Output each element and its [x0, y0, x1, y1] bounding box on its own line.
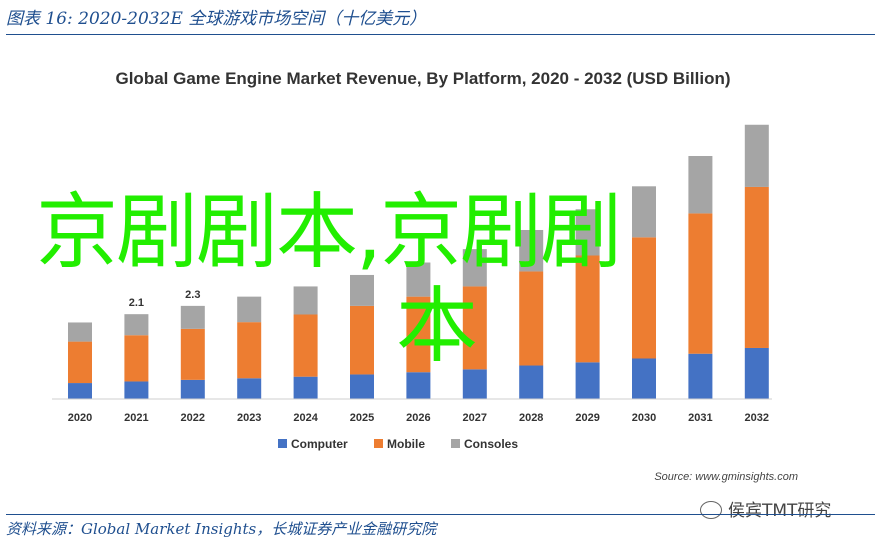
bar-consoles-2032: [744, 124, 769, 187]
bar-computer-2027: [462, 369, 487, 399]
bar-computer-2030: [632, 358, 656, 399]
bar-computer-2032: [744, 347, 769, 399]
bar-consoles-2024: [293, 286, 318, 315]
legend-swatch-mobile: [374, 439, 383, 448]
top-divider: [6, 34, 875, 35]
data-label-2022: 2.3: [185, 289, 200, 301]
data-labels: 2.1 2.3: [129, 289, 201, 309]
bar-consoles-2025: [350, 274, 374, 306]
bar-mobile-2028: [519, 271, 544, 366]
x-tick-labels: 2020 2021 2022 2023 2024 2025 2026 2027 2028 2029…: [68, 412, 769, 424]
bar-computer-2022: [180, 379, 205, 399]
bar-consoles-2022: [180, 305, 205, 329]
chart-source-note: Source: www.gminsights.com: [654, 471, 798, 483]
bar-consoles-2023: [237, 296, 262, 323]
bar-mobile-2020: [68, 341, 92, 384]
x-tick-2020: 2020: [68, 412, 92, 424]
bottom-divider: [6, 514, 875, 515]
legend-swatch-computer: [278, 439, 287, 448]
legend: Computer Mobile Consoles: [278, 437, 518, 451]
x-tick-2025: 2025: [350, 412, 374, 424]
wechat-icon: [700, 501, 722, 519]
watermark-label: 侯宾TMT研究: [728, 501, 832, 521]
x-tick-2031: 2031: [688, 412, 712, 424]
wechat-watermark: 侯宾TMT研究: [700, 496, 831, 521]
x-tick-2028: 2028: [519, 412, 543, 424]
bar-consoles-2031: [688, 156, 713, 214]
source-note: 资料来源：Global Market Insights，长城证券产业金融研究院: [6, 520, 437, 538]
bar-mobile-2024: [293, 314, 318, 377]
x-tick-2032: 2032: [745, 412, 769, 424]
bar-group: [68, 124, 769, 399]
bar-consoles-2030: [632, 186, 656, 238]
bar-computer-2023: [237, 378, 262, 399]
bar-mobile-2025: [350, 305, 374, 375]
bar-mobile-2023: [237, 322, 262, 379]
bar-consoles-2029: [575, 209, 600, 256]
legend-label-consoles: Consoles: [464, 437, 518, 451]
bar-mobile-2021: [124, 335, 149, 382]
bar-mobile-2029: [575, 255, 600, 363]
bar-computer-2031: [688, 353, 713, 399]
bar-mobile-2027: [462, 286, 487, 370]
legend-label-computer: Computer: [291, 437, 348, 451]
bar-computer-2021: [124, 381, 149, 399]
bar-computer-2026: [406, 372, 431, 399]
bar-computer-2024: [293, 376, 318, 399]
bar-computer-2025: [350, 374, 374, 399]
x-tick-2024: 2024: [293, 412, 318, 424]
overlay-text-line-1: 京剧剧本,京剧剧: [36, 185, 622, 280]
bar-consoles-2020: [68, 322, 92, 342]
overlay-text-line-2: 本: [396, 279, 478, 374]
x-tick-2029: 2029: [575, 412, 599, 424]
bar-mobile-2032: [744, 186, 769, 348]
bar-consoles-2027: [462, 249, 487, 287]
bar-mobile-2031: [688, 213, 713, 354]
figure-caption: 图表 16: 2020-2032E 全球游戏市场空间（十亿美元）: [6, 9, 427, 29]
bar-mobile-2030: [632, 237, 656, 359]
x-tick-2022: 2022: [181, 412, 205, 424]
bar-consoles-2026: [406, 262, 431, 297]
x-tick-2030: 2030: [632, 412, 656, 424]
bar-mobile-2022: [180, 328, 205, 380]
bar-computer-2020: [68, 383, 92, 399]
data-label-2021: 2.1: [129, 297, 144, 309]
x-tick-2021: 2021: [124, 412, 148, 424]
legend-label-mobile: Mobile: [387, 437, 425, 451]
bar-consoles-2028: [519, 229, 544, 272]
x-tick-2026: 2026: [406, 412, 430, 424]
bar-consoles-2021: [124, 314, 149, 336]
bar-computer-2028: [519, 365, 544, 399]
x-tick-2023: 2023: [237, 412, 261, 424]
legend-swatch-consoles: [451, 439, 460, 448]
chart-title: Global Game Engine Market Revenue, By Pl…: [115, 69, 730, 88]
bar-mobile-2026: [406, 296, 431, 373]
bar-computer-2029: [575, 362, 600, 399]
x-tick-2027: 2027: [463, 412, 487, 424]
